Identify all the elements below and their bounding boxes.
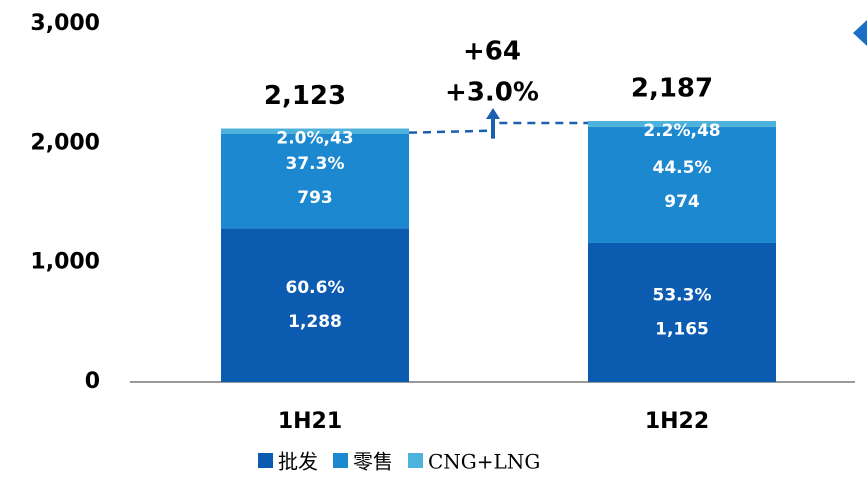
legend-swatch	[258, 453, 273, 468]
share-label: 53.3%	[653, 285, 712, 305]
bar-segment	[221, 133, 409, 229]
value-label: 1,165	[655, 319, 709, 339]
change-label: +64	[463, 37, 521, 67]
bar-segment	[588, 121, 776, 127]
change-arrowhead	[486, 108, 500, 120]
legend-swatch	[408, 453, 423, 468]
y-tick-label: 3,000	[30, 11, 100, 36]
x-tick-label: 1H21	[278, 409, 342, 434]
value-label: 2.2%,48	[643, 121, 720, 141]
bar-segment	[221, 228, 409, 382]
value-label: 1,288	[288, 312, 342, 332]
share-label: 37.3%	[286, 154, 345, 174]
share-label: 44.5%	[653, 158, 712, 178]
legend-label: 零售	[353, 450, 393, 474]
change-line	[408, 121, 588, 134]
value-label: 793	[297, 188, 333, 208]
y-tick-label: 2,000	[30, 130, 100, 155]
total-label: 2,187	[631, 74, 713, 104]
value-label: 2.0%,43	[276, 129, 353, 149]
share-label: 60.6%	[286, 278, 345, 298]
y-tick-label: 1,000	[30, 250, 100, 275]
pct-label: +3.0%	[445, 78, 539, 108]
bar-segment	[221, 128, 409, 134]
decor	[853, 20, 867, 46]
bar-segment	[588, 242, 776, 382]
legend-label: CNG+LNG	[428, 450, 540, 474]
legend-label: 批发	[278, 450, 318, 474]
y-tick-label: 0	[85, 369, 100, 394]
value-label: 974	[664, 192, 700, 212]
x-tick-label: 1H22	[645, 409, 709, 434]
bar-segment	[588, 126, 776, 243]
legend-swatch	[333, 453, 348, 468]
total-label: 2,123	[264, 81, 346, 111]
